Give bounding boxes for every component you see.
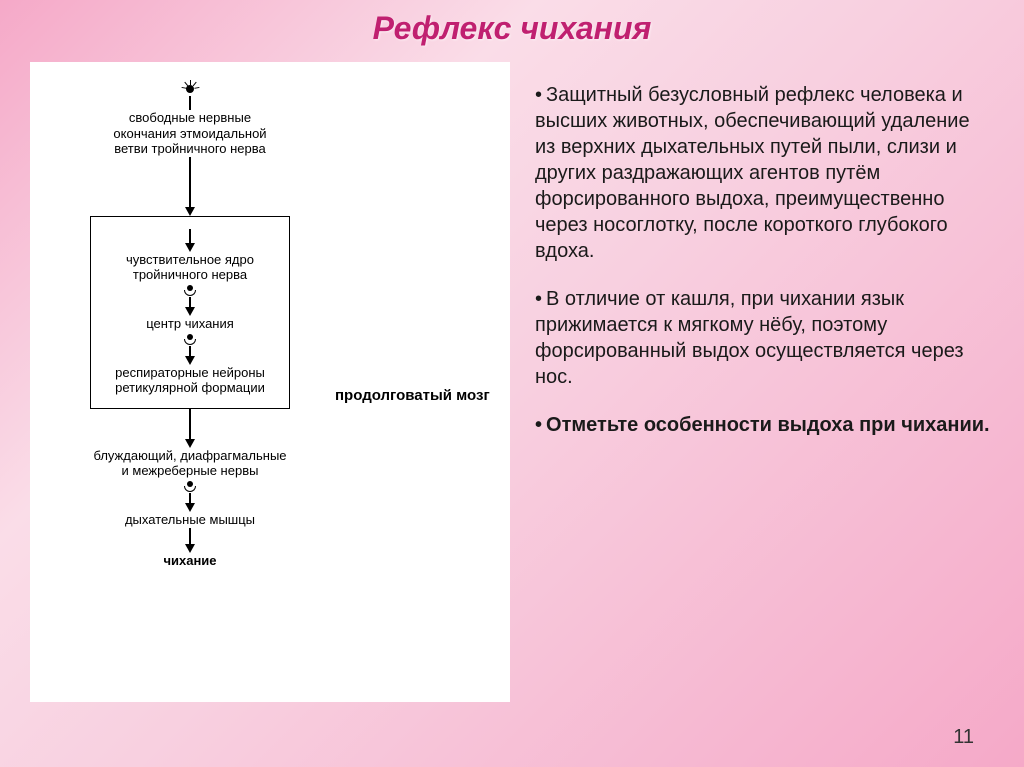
arrow-down-icon xyxy=(185,544,195,553)
paragraph: Защитный безусловный рефлекс человека и … xyxy=(535,82,994,264)
arrow-down-icon xyxy=(185,243,195,252)
node-label: свободные нервныеокончания этмоидальнойв… xyxy=(113,110,266,157)
paragraph-emphasis: Отметьте особенности выдоха при чихании. xyxy=(535,412,994,438)
arrow-down-icon xyxy=(185,207,195,216)
medulla-side-label: продолговатый мозг xyxy=(335,387,490,404)
connector xyxy=(189,493,191,503)
content-row: свободные нервныеокончания этмоидальнойв… xyxy=(0,47,1024,712)
flowchart: свободные нервныеокончания этмоидальнойв… xyxy=(65,82,315,568)
node-label: дыхательные мышцы xyxy=(125,512,255,528)
paragraph: В отличие от кашля, при чихании язык при… xyxy=(535,286,994,390)
synapse-icon xyxy=(184,334,196,345)
diagram-panel: свободные нервныеокончания этмоидальнойв… xyxy=(30,62,510,702)
node-label: центр чихания xyxy=(146,316,234,332)
receptor-icon xyxy=(182,82,198,96)
node-label: респираторные нейроныретикулярной формац… xyxy=(115,365,265,396)
node-label-final: чихание xyxy=(163,553,216,569)
page-title: Рефлекс чихания xyxy=(0,0,1024,47)
medulla-box: чувствительное ядротройничного нерва цен… xyxy=(90,216,290,409)
connector xyxy=(189,409,191,439)
arrow-down-icon xyxy=(185,356,195,365)
connector xyxy=(189,297,191,307)
arrow-down-icon xyxy=(185,307,195,316)
node-label: блуждающий, диафрагмальныеи межреберные … xyxy=(93,448,286,479)
page-number: 11 xyxy=(953,726,974,749)
connector xyxy=(189,528,191,544)
synapse-icon xyxy=(184,481,196,492)
arrow-down-icon xyxy=(185,439,195,448)
text-panel: Защитный безусловный рефлекс человека и … xyxy=(535,62,994,702)
connector xyxy=(189,96,191,110)
connector xyxy=(189,157,191,207)
connector xyxy=(189,346,191,356)
connector xyxy=(189,229,191,243)
arrow-down-icon xyxy=(185,503,195,512)
synapse-icon xyxy=(184,285,196,296)
node-label: чувствительное ядротройничного нерва xyxy=(126,252,254,283)
